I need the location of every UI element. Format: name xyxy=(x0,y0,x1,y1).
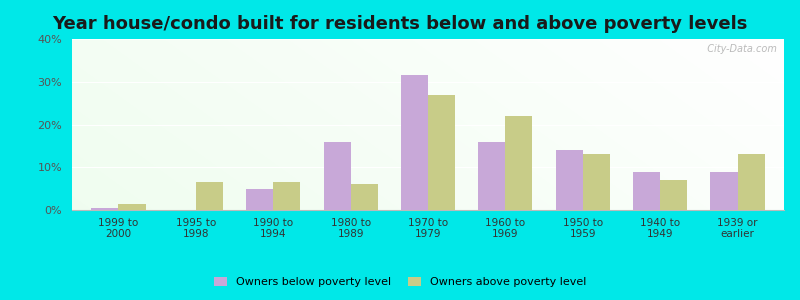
Bar xyxy=(710,172,738,210)
Bar xyxy=(633,172,660,210)
Legend: Owners below poverty level, Owners above poverty level: Owners below poverty level, Owners above… xyxy=(210,272,590,291)
Bar xyxy=(350,184,378,210)
Bar xyxy=(118,204,146,210)
Bar xyxy=(428,94,455,210)
Bar xyxy=(506,116,533,210)
Bar xyxy=(196,182,223,210)
Text: City-Data.com: City-Data.com xyxy=(701,44,777,54)
Text: Year house/condo built for residents below and above poverty levels: Year house/condo built for residents bel… xyxy=(52,15,748,33)
Bar xyxy=(91,208,118,210)
Bar xyxy=(582,154,610,210)
Bar xyxy=(246,189,274,210)
Bar xyxy=(274,182,300,210)
Bar xyxy=(323,142,350,210)
Bar xyxy=(401,75,428,210)
Bar xyxy=(660,180,687,210)
Bar xyxy=(478,142,506,210)
Bar xyxy=(738,154,765,210)
Bar xyxy=(556,150,582,210)
